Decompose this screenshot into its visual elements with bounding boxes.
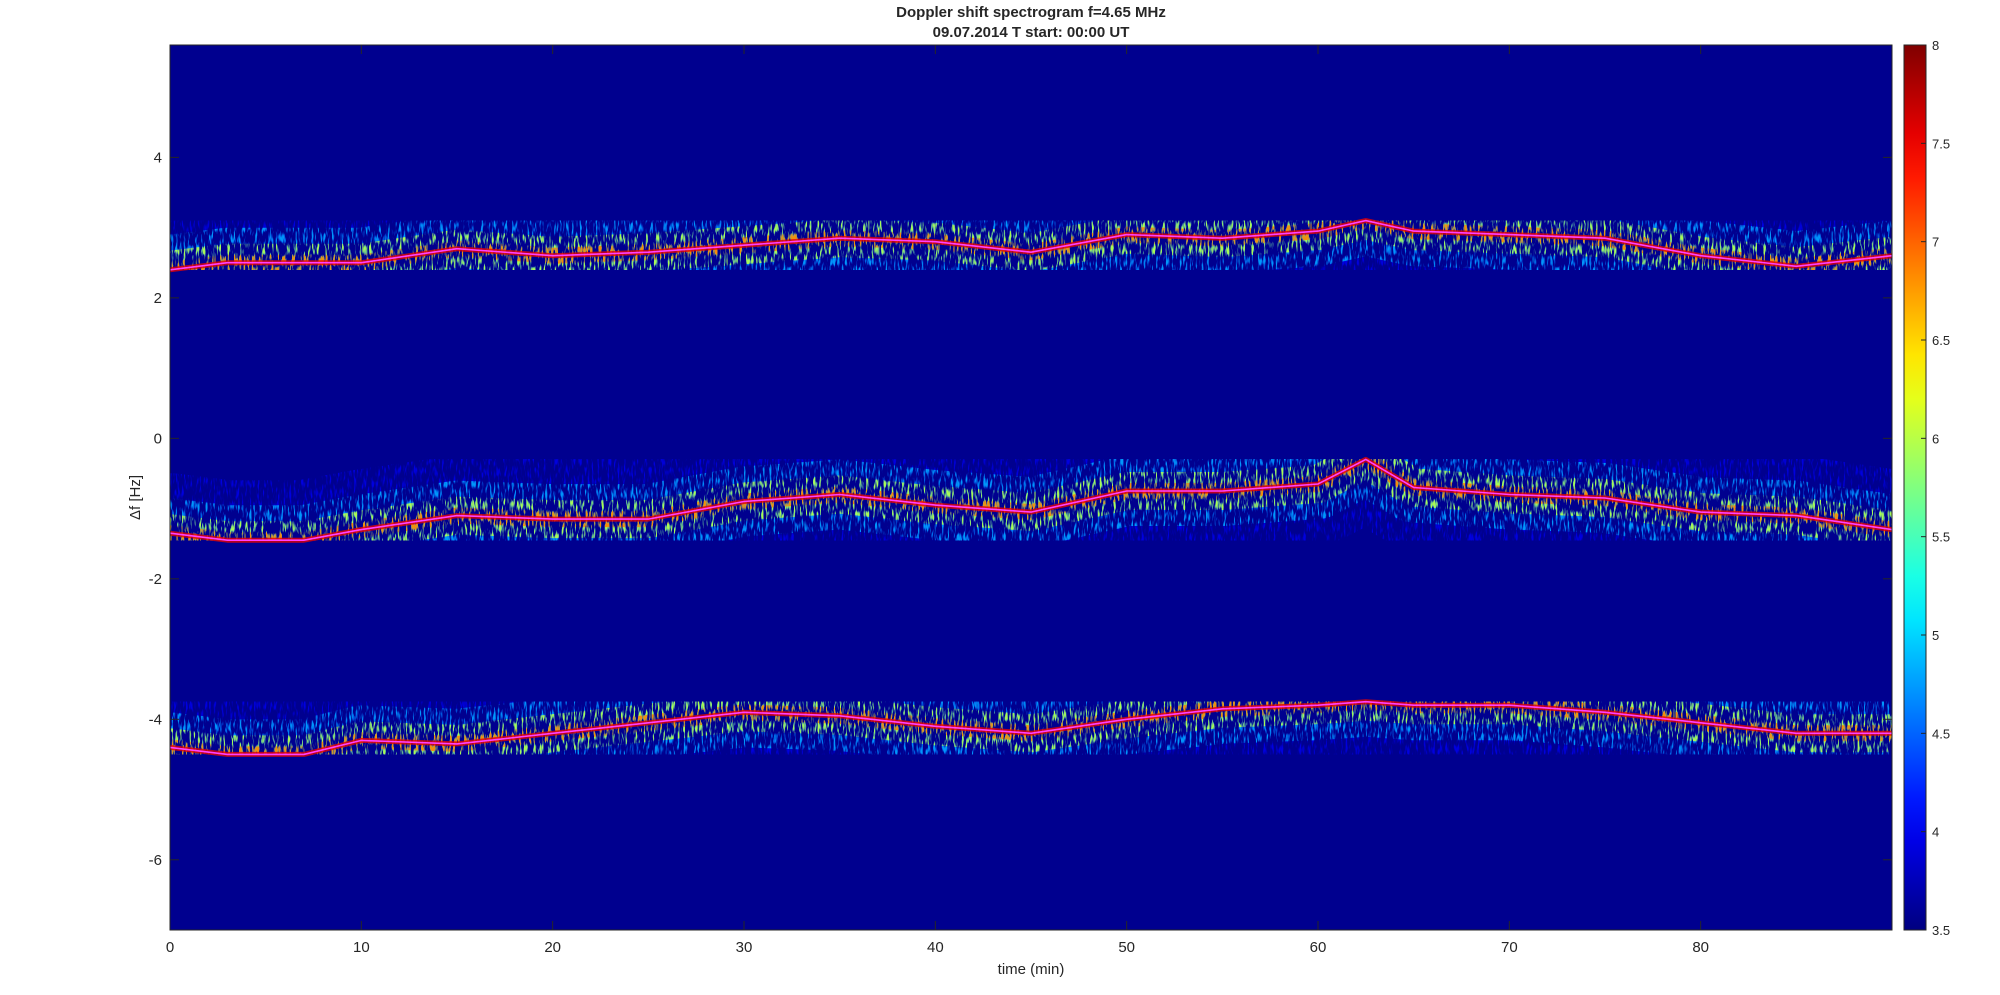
x-axis-label: time (min) [998, 961, 1065, 978]
x-tick-label: 10 [353, 939, 370, 956]
y-tick-label: -2 [149, 571, 162, 588]
y-tick-label: 0 [154, 430, 162, 447]
colorbar-tick-label: 5 [1932, 628, 1939, 643]
y-tick-label: 2 [154, 290, 162, 307]
colorbar-tick-label: 7.5 [1932, 136, 1950, 151]
y-axis-label: Δf [Hz] [127, 475, 144, 520]
doppler-trace-line [170, 458, 1892, 541]
colorbar-tick-label: 6 [1932, 431, 1939, 446]
x-tick-label: 50 [1118, 939, 1135, 956]
x-tick-label: 40 [927, 939, 944, 956]
y-axis: -6 -4 -2 0 2 4 [149, 149, 1892, 869]
colorbar-tick-label: 8 [1932, 38, 1939, 53]
x-tick-label: 70 [1501, 939, 1518, 956]
colorbar-tick-label: 5.5 [1932, 530, 1950, 545]
doppler-trace-line [170, 700, 1892, 756]
plot-border [169, 44, 1893, 931]
x-tick-label: 0 [166, 939, 174, 956]
x-tick-label: 30 [736, 939, 753, 956]
chart-subtitle: 09.07.2014 T start: 00:00 UT [932, 24, 1130, 41]
colorbar-ticks: 3.5 4 4.5 5 5.5 6 6.5 7 7.5 8 [1921, 38, 1950, 938]
chart-title: Doppler shift spectrogram f=4.65 MHz [896, 4, 1166, 21]
y-tick-label: -6 [149, 852, 162, 869]
doppler-trace-line [170, 219, 1892, 271]
spectral-band [170, 399, 1892, 601]
colorbar-tick-label: 7 [1932, 235, 1939, 250]
colorbar [1903, 44, 1927, 931]
x-tick-label: 60 [1310, 939, 1327, 956]
x-tick-label: 20 [544, 939, 561, 956]
colorbar-tick-label: 6.5 [1932, 333, 1950, 348]
spectral-band [170, 160, 1892, 330]
x-tick-label: 80 [1692, 939, 1709, 956]
x-axis: 0 10 20 30 40 50 60 70 80 [166, 45, 1709, 956]
colorbar-tick-label: 4 [1932, 825, 1939, 840]
colorbar-tick-label: 4.5 [1932, 726, 1950, 741]
doppler-traces [170, 219, 1892, 756]
spectral-band [170, 641, 1892, 815]
y-tick-label: -4 [149, 711, 162, 728]
colorbar-tick-label: 3.5 [1932, 923, 1950, 938]
y-tick-label: 4 [154, 149, 162, 166]
